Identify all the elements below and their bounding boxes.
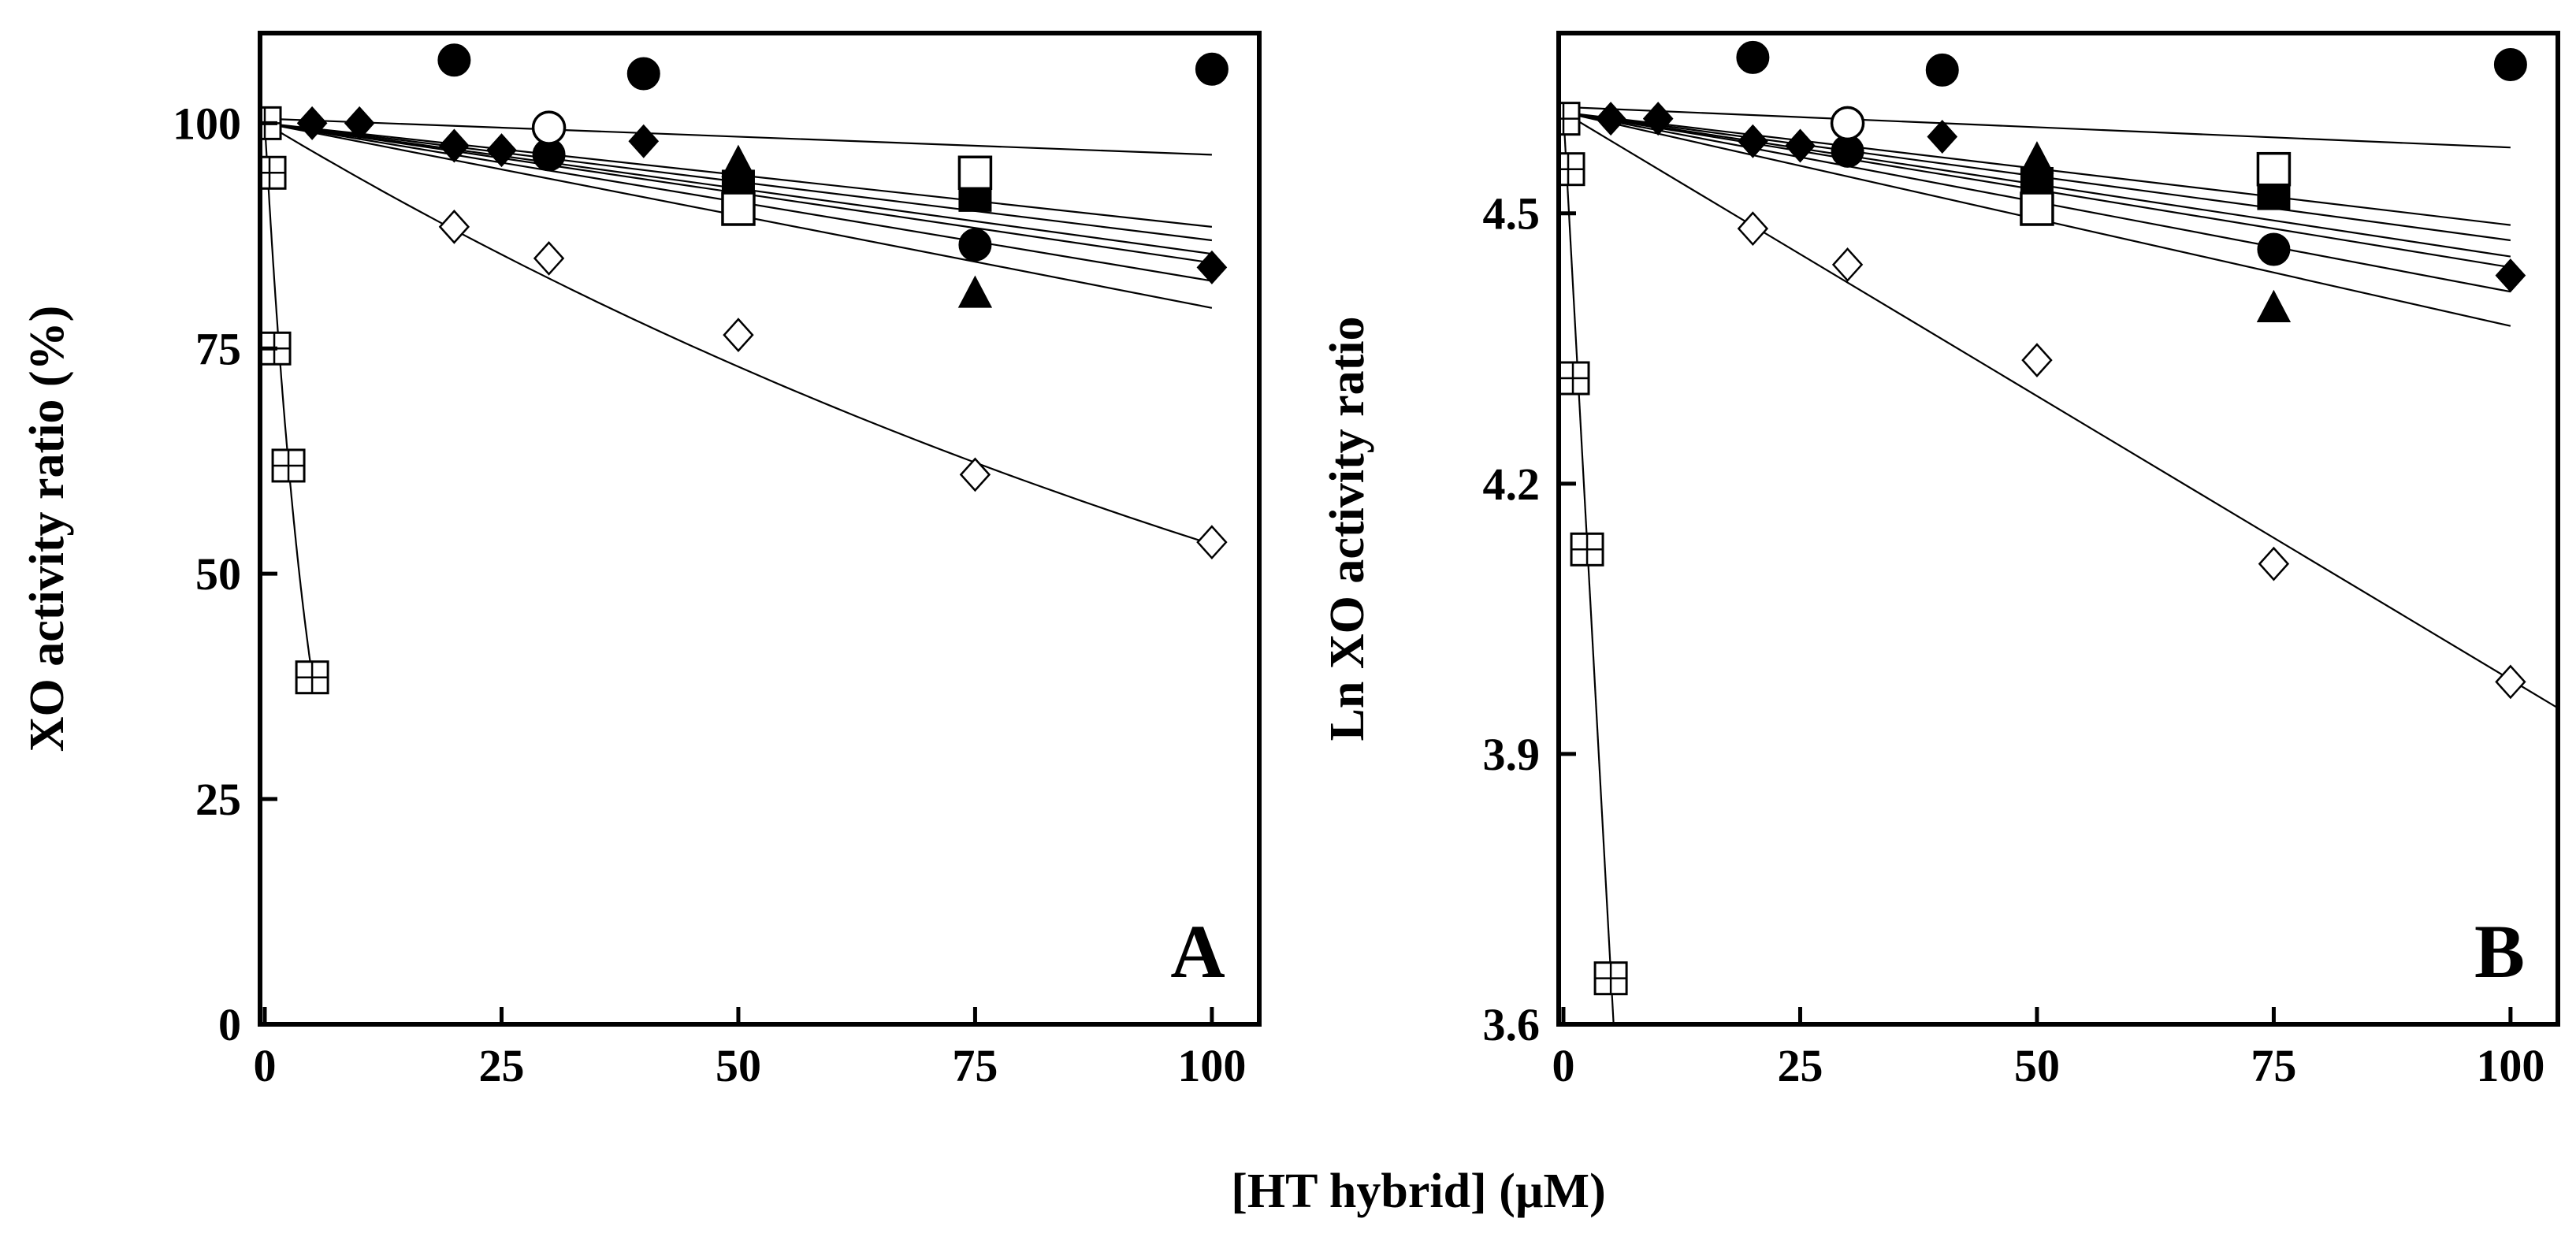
panel-a-point-crossed-square (271, 448, 306, 483)
panel-a-point-open-square (957, 155, 993, 191)
panel-b-fit-line (1563, 111, 2558, 709)
panel-a-point-open-diamond (959, 457, 991, 492)
panel-a-point-filled-diamond (486, 133, 517, 168)
panel-b-point-filled-circle (1925, 53, 1959, 87)
panel-b-point-filled-triangle (2256, 289, 2292, 322)
panel-a-fit-line (263, 123, 314, 676)
panel-a-frame (258, 31, 1262, 1027)
panel-a-point-open-diamond (1196, 525, 1228, 560)
panel-a-y-axis-title: XO activity ratio (%) (20, 306, 74, 752)
panel-a-point-crossed-square (260, 155, 287, 190)
panel-a-fit-line (264, 122, 1213, 545)
panel-a-point-open-diamond (438, 210, 470, 244)
panel-b-y-tick-label: 3.9 (1483, 729, 1541, 780)
panel-b-letter: B (2474, 909, 2525, 994)
panel-a-point-filled-diamond (1196, 250, 1228, 284)
panel-a-point-filled-diamond (439, 128, 470, 163)
panel-a-point-filled-circle (437, 43, 471, 77)
panel-b-point-open-diamond (1831, 247, 1864, 282)
panel-b-x-tick-label: 50 (2014, 1040, 2060, 1091)
panel-a-x-tick-label: 75 (952, 1040, 998, 1091)
panel-a-point-filled-triangle (957, 275, 993, 308)
panel-b-point-open-square (2256, 151, 2292, 187)
panel-b-point-filled-diamond (1738, 124, 1768, 158)
panel-b-y-tick-label: 3.6 (1483, 999, 1541, 1050)
panel-b-point-filled-diamond (1642, 102, 1674, 136)
panel-a-point-filled-diamond (628, 124, 660, 158)
panel-b-point-crossed-square (1593, 961, 1628, 996)
panel-b-frame (1556, 31, 2560, 1027)
panel-a-x-tick-label: 25 (478, 1040, 524, 1091)
panel-a-y-tick-label: 50 (195, 548, 241, 600)
panel-b-point-filled-diamond (2495, 258, 2526, 293)
panel-b-x-tick-label: 0 (1552, 1040, 1575, 1091)
panel-a-y-tick-label: 0 (218, 999, 241, 1050)
panel-a-point-filled-circle (1195, 52, 1229, 86)
panel-b-point-open-diamond (1737, 211, 1769, 247)
panel-b-point-open-square (2020, 191, 2054, 226)
panel-b-point-open-diamond (2021, 343, 2053, 378)
panel-a-point-open-diamond (533, 241, 565, 276)
panel-a-point-open-diamond (723, 318, 754, 352)
panel-a-point-filled-circle (626, 57, 660, 91)
panel-a-y-tick-label: 100 (173, 98, 241, 149)
panel-b-point-crossed-square (1570, 532, 1604, 567)
panel-b-y-axis-title: Ln XO activity ratio (1321, 317, 1374, 741)
panel-b-point-filled-circle (1736, 40, 1770, 74)
panel-b-x-tick-label: 25 (1777, 1040, 1823, 1091)
panel-b-y-tick-label: 4.5 (1483, 188, 1541, 240)
panel-a-y-tick-label: 75 (195, 323, 241, 374)
panel-b-point-open-diamond (2495, 664, 2526, 700)
panel-b-fit-line (1562, 112, 1615, 1024)
panel-a-x-tick-label: 0 (254, 1040, 277, 1091)
panel-a-point-open-circle (531, 110, 567, 145)
panel-a-letter: A (1170, 909, 1225, 994)
panel-b-x-tick-label: 100 (2476, 1040, 2544, 1091)
panel-b-point-filled-diamond (1595, 102, 1626, 136)
panel-a-point-filled-diamond (296, 106, 328, 140)
panel-b-point-filled-circle (2257, 232, 2291, 266)
panel-a-point-filled-circle (958, 228, 992, 262)
panel-b-point-open-diamond (2258, 546, 2290, 581)
panel-a-x-tick-label: 50 (716, 1040, 761, 1091)
panel-b-point-filled-diamond (1785, 128, 1816, 163)
panel-b-point-crossed-square (1559, 102, 1581, 136)
panel-b-point-crossed-square (1559, 152, 1585, 187)
panel-a-y-tick-label: 25 (195, 774, 241, 825)
panel-a-fit-line (264, 117, 1212, 156)
panel-b-point-open-circle (1830, 106, 1865, 141)
panel-b-x-tick-label: 75 (2251, 1040, 2296, 1091)
panel-b-point-filled-circle (2493, 48, 2527, 82)
panel-a-point-open-square (721, 191, 756, 226)
panel-b-point-crossed-square (1559, 361, 1590, 396)
panel-a-point-filled-diamond (344, 106, 375, 140)
panel-b-point-filled-diamond (1927, 120, 1958, 154)
panel-a-x-tick-label: 100 (1177, 1040, 1246, 1091)
panel-b-fit-line (1563, 106, 2511, 149)
panel-b-chart: 0 25 50 75 100 3.6 3.9 4.2 4.5 Ln XO activity ra… (1321, 31, 2560, 1091)
panel-a-point-crossed-square (295, 660, 329, 695)
x-axis-title: [HT hybrid] (µM) (1231, 1165, 1605, 1218)
panel-a-chart: 0 25 50 75 100 0 25 50 75 100 XO activity ratio (… (20, 31, 1262, 1091)
panel-b-y-tick-label: 4.2 (1483, 459, 1541, 510)
